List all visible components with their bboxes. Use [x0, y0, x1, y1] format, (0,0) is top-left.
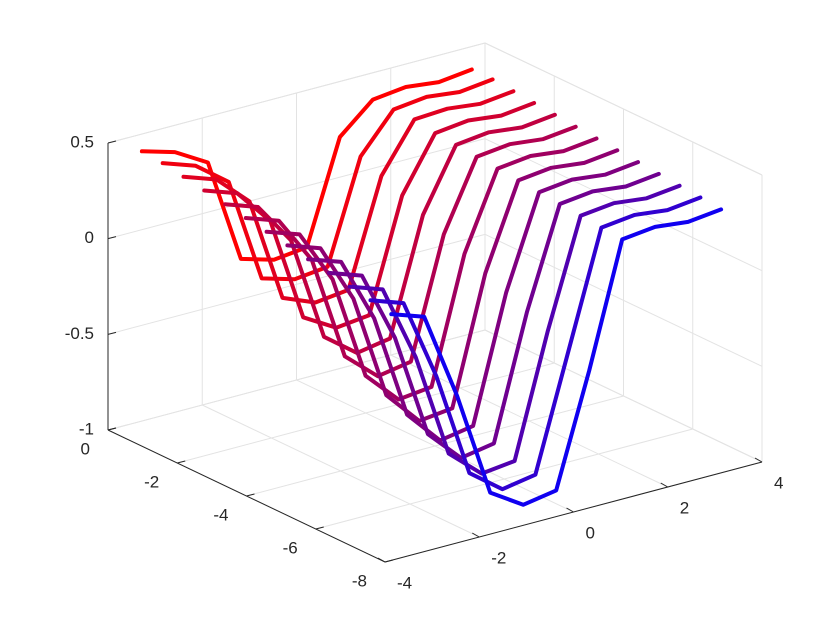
y-tick-label: -4	[397, 573, 412, 592]
y-tick	[566, 507, 574, 513]
grid-line	[296, 379, 574, 513]
y-tick	[660, 482, 668, 488]
grid-line	[107, 42, 486, 144]
x-tick-label: -6	[283, 538, 298, 557]
grid-line	[484, 329, 763, 463]
x-tick	[107, 427, 117, 431]
grid-line	[484, 138, 763, 272]
x-tick-label: 0	[81, 439, 90, 458]
y-tick-label: 0	[586, 523, 595, 542]
z-tick-label: -1	[79, 419, 94, 438]
y-tick-label: 4	[774, 473, 783, 492]
grid-line	[202, 404, 480, 538]
z-tick	[107, 236, 117, 240]
curve	[306, 160, 640, 443]
y-tick-label: -2	[491, 548, 506, 567]
x-tick	[177, 460, 186, 464]
curve	[223, 112, 557, 355]
x-tick-label: -8	[352, 571, 367, 590]
curve	[326, 171, 661, 460]
z-tick	[107, 140, 117, 144]
grid-line	[484, 233, 763, 367]
grid-line	[107, 233, 486, 335]
curve	[285, 148, 620, 423]
z-tick-label: 0	[85, 228, 94, 247]
x-tick	[384, 559, 394, 563]
z-tick-label: -0.5	[65, 324, 94, 343]
y-tick	[472, 532, 480, 538]
y-tick	[754, 457, 763, 463]
x-tick-label: -4	[213, 505, 228, 524]
curve	[202, 101, 537, 330]
curve	[264, 136, 599, 402]
z-tick-label: 0.5	[70, 132, 94, 151]
curve	[160, 77, 495, 282]
curve	[368, 195, 703, 492]
x-tick	[246, 493, 255, 497]
grid-line	[484, 42, 763, 176]
curve	[347, 183, 682, 476]
y-tick-label: 2	[680, 498, 689, 517]
curve	[389, 207, 724, 507]
x-tick-label: -2	[144, 472, 159, 491]
x-tick	[315, 526, 324, 530]
y-tick	[377, 557, 386, 563]
z-tick	[107, 331, 117, 335]
grid-line	[390, 354, 668, 488]
